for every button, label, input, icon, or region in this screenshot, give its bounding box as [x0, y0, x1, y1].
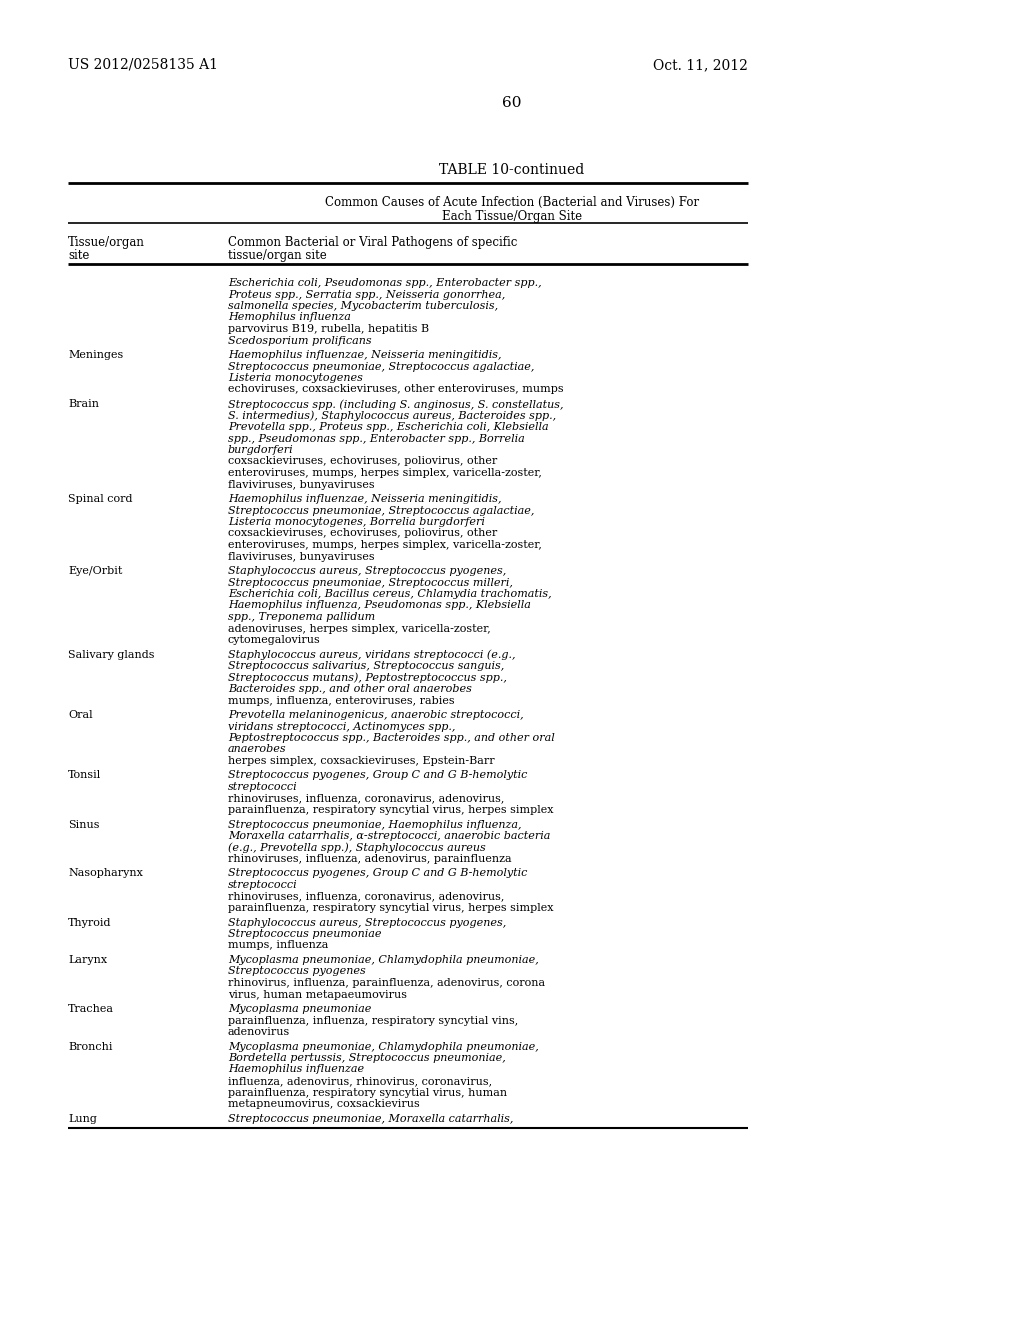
Text: burgdorferi: burgdorferi	[228, 445, 294, 455]
Text: Meninges: Meninges	[68, 350, 123, 360]
Text: rhinoviruses, influenza, coronavirus, adenovirus,: rhinoviruses, influenza, coronavirus, ad…	[228, 891, 505, 902]
Text: Streptococcus pyogenes, Group C and G B-hemolytic: Streptococcus pyogenes, Group C and G B-…	[228, 869, 527, 879]
Text: Haemophilus influenza, Pseudomonas spp., Klebsiella: Haemophilus influenza, Pseudomonas spp.,…	[228, 601, 530, 610]
Text: rhinoviruses, influenza, coronavirus, adenovirus,: rhinoviruses, influenza, coronavirus, ad…	[228, 793, 505, 804]
Text: Prevotella spp., Proteus spp., Escherichia coli, Klebsiella: Prevotella spp., Proteus spp., Escherich…	[228, 422, 549, 432]
Text: adenovirus: adenovirus	[228, 1027, 290, 1038]
Text: parainfluenza, respiratory syncytial virus, herpes simplex: parainfluenza, respiratory syncytial vir…	[228, 903, 554, 913]
Text: Streptococcus pyogenes: Streptococcus pyogenes	[228, 966, 366, 977]
Text: Streptococcus spp. (including S. anginosus, S. constellatus,: Streptococcus spp. (including S. anginos…	[228, 399, 563, 409]
Text: Streptococcus pneumoniae: Streptococcus pneumoniae	[228, 929, 382, 939]
Text: metapneumovirus, coxsackievirus: metapneumovirus, coxsackievirus	[228, 1100, 420, 1109]
Text: Staphylococcus aureus, viridans streptococci (e.g.,: Staphylococcus aureus, viridans streptoc…	[228, 649, 515, 660]
Text: Streptococcus pneumoniae, Streptococcus agalactiae,: Streptococcus pneumoniae, Streptococcus …	[228, 506, 535, 516]
Text: Moraxella catarrhalis, α-streptococci, anaerobic bacteria: Moraxella catarrhalis, α-streptococci, a…	[228, 832, 550, 841]
Text: US 2012/0258135 A1: US 2012/0258135 A1	[68, 58, 218, 73]
Text: Mycoplasma pneumoniae, Chlamydophila pneumoniae,: Mycoplasma pneumoniae, Chlamydophila pne…	[228, 954, 539, 965]
Text: Streptococcus pneumoniae, Streptococcus agalactiae,: Streptococcus pneumoniae, Streptococcus …	[228, 362, 535, 371]
Text: (e.g., Prevotella spp.), Staphylococcus aureus: (e.g., Prevotella spp.), Staphylococcus …	[228, 842, 485, 853]
Text: parainfluenza, respiratory syncytial virus, herpes simplex: parainfluenza, respiratory syncytial vir…	[228, 805, 554, 814]
Text: TABLE 10-continued: TABLE 10-continued	[439, 162, 585, 177]
Text: Brain: Brain	[68, 399, 99, 409]
Text: Proteus spp., Serratia spp., Neisseria gonorrhea,: Proteus spp., Serratia spp., Neisseria g…	[228, 289, 505, 300]
Text: Oct. 11, 2012: Oct. 11, 2012	[653, 58, 748, 73]
Text: Bordetella pertussis, Streptococcus pneumoniae,: Bordetella pertussis, Streptococcus pneu…	[228, 1053, 506, 1063]
Text: influenza, adenovirus, rhinovirus, coronavirus,: influenza, adenovirus, rhinovirus, coron…	[228, 1076, 493, 1086]
Text: coxsackieviruses, echoviruses, poliovirus, other: coxsackieviruses, echoviruses, polioviru…	[228, 528, 498, 539]
Text: enteroviruses, mumps, herpes simplex, varicella-zoster,: enteroviruses, mumps, herpes simplex, va…	[228, 540, 542, 550]
Text: Listeria monocytogenes: Listeria monocytogenes	[228, 374, 362, 383]
Text: Escherichia coli, Bacillus cereus, Chlamydia trachomatis,: Escherichia coli, Bacillus cereus, Chlam…	[228, 589, 552, 599]
Text: Staphylococcus aureus, Streptococcus pyogenes,: Staphylococcus aureus, Streptococcus pyo…	[228, 917, 506, 928]
Text: Streptococcus pneumoniae, Streptococcus milleri,: Streptococcus pneumoniae, Streptococcus …	[228, 578, 513, 587]
Text: Common Bacterial or Viral Pathogens of specific: Common Bacterial or Viral Pathogens of s…	[228, 236, 517, 249]
Text: herpes simplex, coxsackieviruses, Epstein-Barr: herpes simplex, coxsackieviruses, Epstei…	[228, 756, 495, 766]
Text: Escherichia coli, Pseudomonas spp., Enterobacter spp.,: Escherichia coli, Pseudomonas spp., Ente…	[228, 279, 542, 288]
Text: Eye/Orbit: Eye/Orbit	[68, 566, 123, 576]
Text: salmonella species, Mycobacterim tuberculosis,: salmonella species, Mycobacterim tubercu…	[228, 301, 498, 312]
Text: streptococci: streptococci	[228, 880, 298, 890]
Text: Streptococcus mutans), Peptostreptococcus spp.,: Streptococcus mutans), Peptostreptococcu…	[228, 672, 507, 682]
Text: parainfluenza, respiratory syncytial virus, human: parainfluenza, respiratory syncytial vir…	[228, 1088, 507, 1097]
Text: Salivary glands: Salivary glands	[68, 649, 155, 660]
Text: Streptococcus pyogenes, Group C and G B-hemolytic: Streptococcus pyogenes, Group C and G B-…	[228, 771, 527, 780]
Text: Oral: Oral	[68, 710, 92, 719]
Text: spp., Treponema pallidum: spp., Treponema pallidum	[228, 612, 375, 622]
Text: Streptococcus pneumoniae, Haemophilus influenza,: Streptococcus pneumoniae, Haemophilus in…	[228, 820, 521, 829]
Text: rhinoviruses, influenza, adenovirus, parainfluenza: rhinoviruses, influenza, adenovirus, par…	[228, 854, 512, 865]
Text: spp., Pseudomonas spp., Enterobacter spp., Borrelia: spp., Pseudomonas spp., Enterobacter spp…	[228, 433, 524, 444]
Text: cytomegalovirus: cytomegalovirus	[228, 635, 321, 645]
Text: mumps, influenza: mumps, influenza	[228, 940, 329, 950]
Text: tissue/organ site: tissue/organ site	[228, 249, 327, 261]
Text: Mycoplasma pneumoniae: Mycoplasma pneumoniae	[228, 1005, 372, 1014]
Text: Nasopharynx: Nasopharynx	[68, 869, 143, 879]
Text: Each Tissue/Organ Site: Each Tissue/Organ Site	[442, 210, 582, 223]
Text: streptococci: streptococci	[228, 781, 298, 792]
Text: Peptostreptococcus spp., Bacteroides spp., and other oral: Peptostreptococcus spp., Bacteroides spp…	[228, 733, 555, 743]
Text: anaerobes: anaerobes	[228, 744, 287, 755]
Text: Tonsil: Tonsil	[68, 771, 101, 780]
Text: Trachea: Trachea	[68, 1005, 114, 1014]
Text: Bronchi: Bronchi	[68, 1041, 113, 1052]
Text: S. intermedius), Staphylococcus aureus, Bacteroides spp.,: S. intermedius), Staphylococcus aureus, …	[228, 411, 556, 421]
Text: virus, human metapaeumovirus: virus, human metapaeumovirus	[228, 990, 407, 999]
Text: Larynx: Larynx	[68, 954, 108, 965]
Text: Bacteroides spp., and other oral anaerobes: Bacteroides spp., and other oral anaerob…	[228, 684, 472, 694]
Text: viridans streptococci, Actinomyces spp.,: viridans streptococci, Actinomyces spp.,	[228, 722, 456, 731]
Text: Spinal cord: Spinal cord	[68, 494, 132, 504]
Text: flaviviruses, bunyaviruses: flaviviruses, bunyaviruses	[228, 552, 375, 561]
Text: Streptococcus salivarius, Streptococcus sanguis,: Streptococcus salivarius, Streptococcus …	[228, 661, 504, 671]
Text: Lung: Lung	[68, 1114, 97, 1123]
Text: Haemophilus influenzae, Neisseria meningitidis,: Haemophilus influenzae, Neisseria mening…	[228, 350, 502, 360]
Text: Scedosporium prolificans: Scedosporium prolificans	[228, 335, 372, 346]
Text: Thyroid: Thyroid	[68, 917, 112, 928]
Text: Haemophilus influenzae: Haemophilus influenzae	[228, 1064, 365, 1074]
Text: Sinus: Sinus	[68, 820, 99, 829]
Text: enteroviruses, mumps, herpes simplex, varicella-zoster,: enteroviruses, mumps, herpes simplex, va…	[228, 469, 542, 478]
Text: Mycoplasma pneumoniae, Chlamydophila pneumoniae,: Mycoplasma pneumoniae, Chlamydophila pne…	[228, 1041, 539, 1052]
Text: mumps, influenza, enteroviruses, rabies: mumps, influenza, enteroviruses, rabies	[228, 696, 455, 705]
Text: echoviruses, coxsackieviruses, other enteroviruses, mumps: echoviruses, coxsackieviruses, other ent…	[228, 384, 563, 395]
Text: adenoviruses, herpes simplex, varicella-zoster,: adenoviruses, herpes simplex, varicella-…	[228, 623, 490, 634]
Text: Streptococcus pneumoniae, Moraxella catarrhalis,: Streptococcus pneumoniae, Moraxella cata…	[228, 1114, 513, 1123]
Text: flaviviruses, bunyaviruses: flaviviruses, bunyaviruses	[228, 479, 375, 490]
Text: parainfluenza, influenza, respiratory syncytial vins,: parainfluenza, influenza, respiratory sy…	[228, 1015, 518, 1026]
Text: Common Causes of Acute Infection (Bacterial and Viruses) For: Common Causes of Acute Infection (Bacter…	[325, 195, 699, 209]
Text: Staphylococcus aureus, Streptococcus pyogenes,: Staphylococcus aureus, Streptococcus pyo…	[228, 566, 506, 576]
Text: 60: 60	[502, 96, 522, 110]
Text: Haemophilus influenzae, Neisseria meningitidis,: Haemophilus influenzae, Neisseria mening…	[228, 494, 502, 504]
Text: coxsackieviruses, echoviruses, poliovirus, other: coxsackieviruses, echoviruses, polioviru…	[228, 457, 498, 466]
Text: Prevotella melaninogenicus, anaerobic streptococci,: Prevotella melaninogenicus, anaerobic st…	[228, 710, 523, 719]
Text: Tissue/organ: Tissue/organ	[68, 236, 144, 249]
Text: Listeria monocytogenes, Borrelia burgdorferi: Listeria monocytogenes, Borrelia burgdor…	[228, 517, 485, 527]
Text: parvovirus B19, rubella, hepatitis B: parvovirus B19, rubella, hepatitis B	[228, 323, 429, 334]
Text: Hemophilus influenza: Hemophilus influenza	[228, 313, 351, 322]
Text: site: site	[68, 249, 89, 261]
Text: rhinovirus, influenza, parainfluenza, adenovirus, corona: rhinovirus, influenza, parainfluenza, ad…	[228, 978, 545, 987]
